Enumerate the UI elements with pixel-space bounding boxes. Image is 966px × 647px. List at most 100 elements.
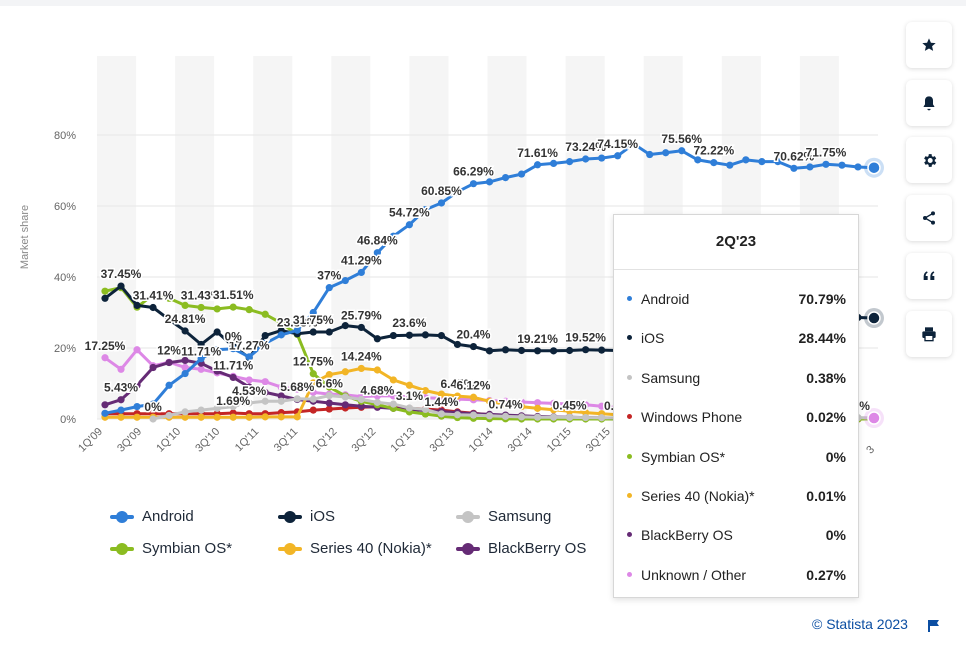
data-point (357, 402, 365, 410)
tooltip-row: Unknown / Other 0.27% (614, 561, 858, 589)
tooltip-bullet (627, 335, 632, 341)
data-point (822, 160, 830, 168)
notification-button[interactable] (906, 80, 952, 126)
share-icon (923, 211, 935, 225)
favorite-button[interactable] (906, 22, 952, 68)
legend-item-samsung[interactable]: Samsung (456, 508, 551, 525)
data-point (630, 140, 638, 148)
data-point (373, 249, 381, 257)
data-label: 12% (157, 344, 181, 358)
print-button[interactable] (906, 311, 952, 357)
data-point (293, 385, 301, 393)
x-tick-label: 1Q'12 (310, 426, 339, 455)
background-stripe (331, 56, 371, 419)
share-button[interactable] (906, 195, 952, 241)
cite-button[interactable] (906, 253, 952, 299)
tooltip-series-value: 0.27% (806, 566, 846, 583)
data-point (181, 363, 189, 372)
flag-icon[interactable] (928, 619, 940, 633)
data-label: 31.51% (213, 288, 254, 302)
data-point (533, 404, 542, 412)
data-point (598, 346, 606, 354)
data-point (582, 346, 590, 354)
x-tick-label: 1Q'15 (545, 426, 574, 455)
legend-swatch (110, 510, 134, 523)
data-point (421, 331, 430, 339)
data-label: 60.85% (421, 184, 462, 198)
data-point (469, 342, 478, 351)
legend-swatch (456, 542, 480, 555)
data-point (774, 158, 782, 166)
data-point (437, 410, 446, 418)
data-point (405, 381, 413, 389)
legend-item-ios[interactable]: iOS (278, 508, 335, 525)
data-point (357, 268, 365, 277)
data-point (117, 406, 125, 414)
data-label: 25.79% (341, 308, 382, 322)
x-tick-label: 3 (864, 444, 877, 457)
data-point (517, 170, 526, 178)
data-point (325, 284, 333, 292)
data-point (149, 291, 157, 299)
tooltip-bullet (627, 296, 632, 301)
tooltip-series-value: 0.01% (806, 488, 846, 504)
data-point (117, 365, 125, 373)
data-label: 17.25% (85, 339, 126, 353)
data-point (341, 401, 349, 409)
settings-button[interactable] (906, 137, 952, 183)
data-point (806, 163, 814, 171)
data-point (277, 319, 285, 327)
data-label: 12.75% (293, 355, 334, 369)
data-point (421, 205, 430, 214)
legend-item-symbian-os-[interactable]: Symbian OS* (110, 540, 232, 557)
legend-label: Series 40 (Nokia)* (310, 540, 432, 557)
data-point (277, 413, 285, 421)
x-tick-label: 3Q'12 (349, 426, 378, 455)
data-point (213, 404, 221, 412)
legend-item-android[interactable]: Android (110, 508, 194, 525)
x-tick-label: 3Q'14 (506, 426, 535, 455)
data-point (261, 339, 269, 347)
data-point (469, 393, 478, 401)
background-stripe (409, 56, 449, 419)
legend-item-series-40-nokia-[interactable]: Series 40 (Nokia)* (278, 540, 432, 557)
data-point (149, 363, 157, 372)
data-point (341, 368, 349, 376)
data-point (501, 346, 510, 354)
tooltip-bullet (627, 414, 632, 420)
data-point (325, 399, 333, 407)
y-tick-label: 40% (54, 272, 76, 284)
data-point (325, 383, 333, 391)
data-label: 74.15% (597, 137, 638, 151)
data-point (165, 294, 173, 302)
tooltip-series-value: 0% (825, 527, 846, 544)
data-point (389, 392, 397, 400)
print-icon (922, 327, 936, 342)
data-point (309, 395, 317, 403)
tooltip-series-name: Samsung (641, 369, 701, 386)
data-label: 6.12% (456, 378, 490, 392)
tooltip-bullet (627, 493, 632, 498)
tooltip-bullet (627, 453, 632, 459)
legend-swatch (110, 542, 134, 555)
data-point (181, 413, 189, 421)
data-point (678, 147, 686, 155)
data-point (662, 149, 670, 157)
data-label: 70.62% (774, 149, 815, 163)
data-point (229, 345, 237, 353)
data-point (229, 413, 237, 421)
statista-credit-link[interactable]: © Statista 2023 (812, 616, 908, 632)
data-point (293, 326, 301, 334)
data-label: 6.45% (440, 377, 474, 391)
legend-item-blackberry-os[interactable]: BlackBerry OS (456, 540, 586, 557)
background-stripe (253, 56, 293, 419)
legend-label: Android (142, 508, 194, 525)
x-tick-label: 1Q'10 (154, 426, 183, 455)
data-label: 24.81% (165, 312, 206, 326)
data-point (453, 188, 462, 196)
data-label: 31.75% (293, 313, 334, 327)
data-point (133, 402, 141, 411)
data-point (566, 158, 574, 166)
data-point (341, 322, 349, 330)
legend-label: iOS (310, 508, 336, 525)
